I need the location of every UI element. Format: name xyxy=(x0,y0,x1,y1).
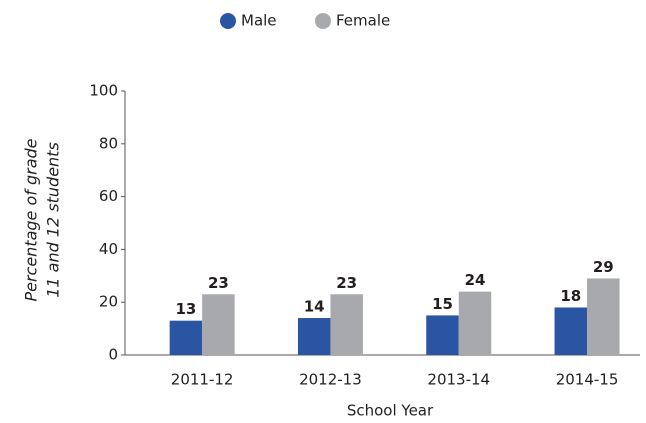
value-label: 23 xyxy=(336,274,357,292)
y-tick-label: 40 xyxy=(99,240,118,258)
value-label: 18 xyxy=(560,287,581,305)
y-tick-label: 60 xyxy=(99,187,118,205)
value-label: 29 xyxy=(593,258,614,276)
legend-swatch xyxy=(315,13,331,29)
y-axis-label-line: 11 and 12 students xyxy=(44,142,63,298)
legend-swatch xyxy=(220,13,236,29)
bar xyxy=(554,307,588,355)
bar xyxy=(297,318,331,355)
legend-label: Male xyxy=(241,12,277,30)
y-tick-label: 100 xyxy=(89,82,118,100)
x-tick-label: 2011-12 xyxy=(171,371,234,389)
bar xyxy=(169,320,203,355)
value-label: 23 xyxy=(208,274,229,292)
legend-label: Female xyxy=(336,12,390,30)
bar xyxy=(426,315,459,355)
value-label: 14 xyxy=(304,298,325,316)
x-axis-label: School Year xyxy=(347,402,434,420)
y-tick-label: 80 xyxy=(99,134,118,152)
x-tick-label: 2012-13 xyxy=(299,371,362,389)
value-label: 13 xyxy=(175,300,196,318)
value-label: 15 xyxy=(432,295,453,313)
bar xyxy=(458,291,492,355)
y-axis-label: Percentage of grade 11 and 12 students xyxy=(22,138,63,301)
y-axis-label-line: Percentage of grade xyxy=(22,138,41,301)
value-label: 24 xyxy=(465,271,486,289)
bar xyxy=(202,294,235,355)
bar xyxy=(587,278,620,355)
x-tick-label: 2014-15 xyxy=(556,371,619,389)
y-tick-label: 20 xyxy=(99,293,118,311)
bar xyxy=(330,294,363,355)
y-tick-label: 0 xyxy=(108,346,118,364)
x-tick-label: 2013-14 xyxy=(427,371,490,389)
